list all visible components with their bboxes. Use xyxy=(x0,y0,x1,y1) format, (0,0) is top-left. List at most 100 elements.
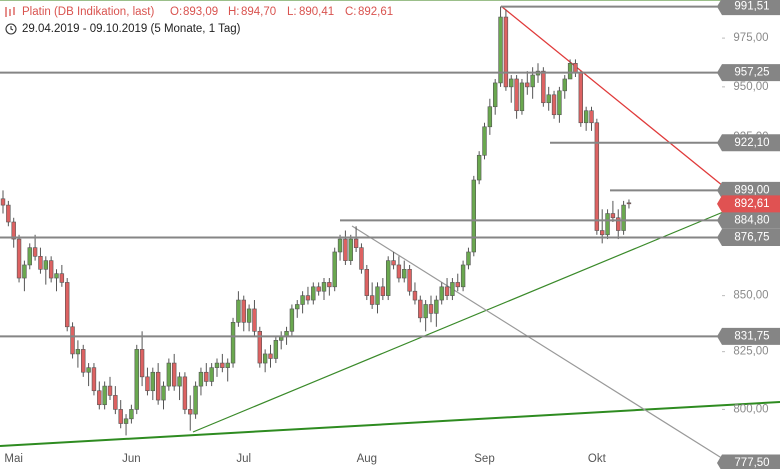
y-tick-label: 950,00 xyxy=(733,81,768,93)
candle-body xyxy=(594,122,600,231)
candle-body xyxy=(444,286,450,296)
level-label: 957,25 xyxy=(734,67,769,79)
candle-body xyxy=(626,202,632,205)
candle-body xyxy=(359,247,364,270)
candle-body xyxy=(455,282,460,288)
candle-body xyxy=(22,264,27,279)
candle-body xyxy=(551,94,557,116)
candle-body xyxy=(48,260,54,279)
header: Platin (DB Indikation, last) O: 893,09 H… xyxy=(5,6,393,35)
candle-body xyxy=(230,322,236,364)
trend-line xyxy=(351,225,729,463)
level-box xyxy=(717,327,780,345)
candle-body xyxy=(241,299,246,323)
level-label: 899,00 xyxy=(734,184,769,196)
candle-body xyxy=(567,63,573,80)
candle-body xyxy=(482,126,487,156)
trend-line xyxy=(192,209,729,433)
candle-body xyxy=(59,273,65,283)
candle-body xyxy=(616,217,621,231)
quote-name: L: xyxy=(287,6,297,18)
x-tick-label: Sep xyxy=(474,453,494,465)
level-box xyxy=(717,211,780,229)
candle-body xyxy=(70,326,75,355)
candle-body xyxy=(204,371,209,382)
candle-body xyxy=(530,74,535,88)
level-label: 831,75 xyxy=(734,330,769,342)
level-box xyxy=(717,454,780,469)
candle-body xyxy=(605,213,610,236)
candle-body xyxy=(295,304,300,310)
candle-body xyxy=(364,269,369,296)
candle-body xyxy=(268,353,273,359)
level-label: 777,50 xyxy=(734,457,769,469)
candle-body xyxy=(300,295,305,305)
candle-body xyxy=(166,362,172,387)
candle-body xyxy=(305,295,311,301)
candle-body xyxy=(434,299,439,314)
candle-body xyxy=(123,418,129,424)
candle-body xyxy=(396,264,402,279)
candle-body xyxy=(75,349,81,355)
candle-body xyxy=(214,362,220,368)
candle-body xyxy=(450,282,455,296)
candle-body xyxy=(246,308,252,323)
candle-body xyxy=(188,409,193,415)
candle-body xyxy=(332,251,337,288)
y-tick-label: 825,00 xyxy=(733,346,768,358)
level-label: 922,10 xyxy=(734,137,769,149)
candle-body xyxy=(578,72,584,124)
candle-body xyxy=(172,362,177,387)
candle-body xyxy=(327,282,332,288)
candle-body xyxy=(65,282,70,328)
candle-body xyxy=(492,82,498,108)
candle-body xyxy=(503,16,509,88)
candle-body xyxy=(423,304,428,319)
candle-body xyxy=(129,409,134,420)
level-label: 991,51 xyxy=(734,1,769,13)
x-tick-label: Okt xyxy=(588,453,607,465)
quote-name: C: xyxy=(345,6,357,18)
quote-value: 894,70 xyxy=(241,6,276,18)
candle-body xyxy=(557,90,562,116)
candle-body xyxy=(220,362,225,368)
candle-body xyxy=(348,238,353,261)
icon xyxy=(5,7,15,17)
last-price-box xyxy=(717,195,780,213)
candle-body xyxy=(589,110,594,124)
trend-line xyxy=(0,401,780,447)
candle-body xyxy=(11,221,16,240)
candle-body xyxy=(0,198,6,206)
candle-body xyxy=(466,251,471,266)
level-box xyxy=(717,181,780,199)
candle-body xyxy=(284,330,289,337)
candle-body xyxy=(54,273,59,279)
level-box xyxy=(717,134,780,152)
clock-icon xyxy=(5,23,17,35)
candle-body xyxy=(134,349,139,410)
candle-body xyxy=(514,78,519,112)
quote-value: 890,41 xyxy=(299,6,334,18)
candle-body xyxy=(209,367,214,382)
candle-body xyxy=(583,110,589,124)
candle-body xyxy=(316,286,321,292)
level-box xyxy=(717,0,780,16)
candle-body xyxy=(289,308,295,332)
x-tick-label: Mai xyxy=(4,453,23,465)
candle-body xyxy=(155,371,161,401)
y-tick-label: 975,00 xyxy=(733,32,768,44)
candle-body xyxy=(86,367,91,373)
candle-body xyxy=(541,70,546,104)
quote-name: O: xyxy=(170,6,182,18)
candle-body xyxy=(476,154,482,181)
candle-body xyxy=(353,238,359,248)
candle-body xyxy=(81,349,86,373)
candle-body xyxy=(118,409,123,424)
quote-value: 893,09 xyxy=(183,6,218,18)
candle-body xyxy=(509,78,514,88)
candle-body xyxy=(311,286,316,301)
y-tick-label: 850,00 xyxy=(733,290,768,302)
x-tick-label: Aug xyxy=(357,453,377,465)
candle-body xyxy=(562,78,567,92)
candle-body xyxy=(139,349,145,378)
